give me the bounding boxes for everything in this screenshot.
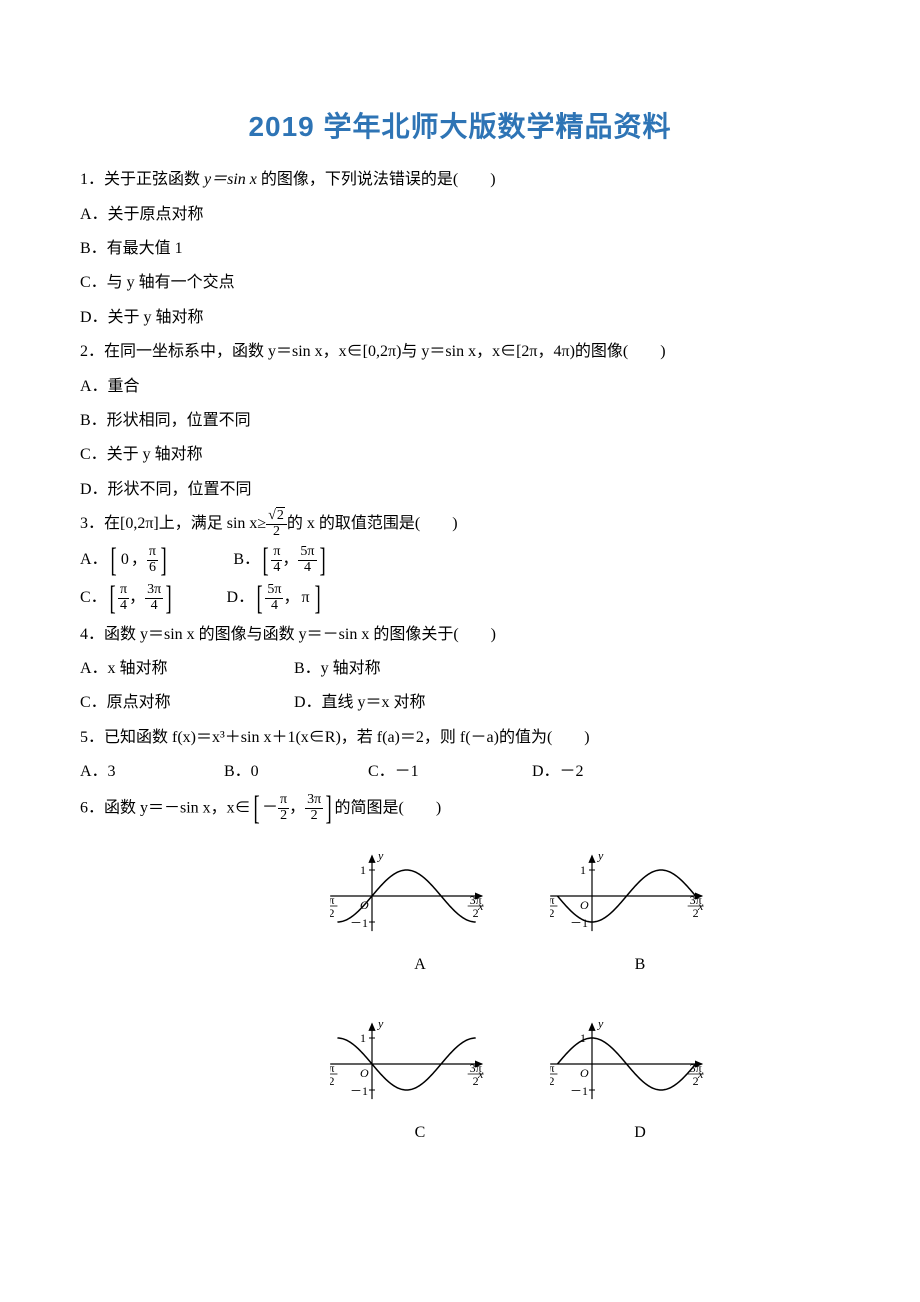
cap-C: C <box>320 1118 520 1148</box>
q3-post: 的 x 的取值范围是( ) <box>287 515 458 532</box>
svg-text:π: π <box>330 1061 334 1075</box>
q5-C: C．－1 <box>368 757 488 787</box>
q3-row2: C． [ π4 ， 3π4 ] D． [ 5π4 ， π ] <box>80 582 840 616</box>
q5-opts: A．3 B．0 C．－1 D．－2 <box>80 757 840 787</box>
q3-row1: A． [ 0 ， π6 ] B． [ π4 ， 5π4 ] <box>80 544 840 578</box>
svg-text:O: O <box>360 1066 369 1080</box>
q6-pre: 6．函数 y＝－sin x，x∈ <box>80 799 251 816</box>
cap-D: D <box>540 1118 740 1148</box>
q2-B: B．形状相同，位置不同 <box>80 406 840 436</box>
q5-B: B．0 <box>224 757 324 787</box>
svg-text:O: O <box>580 898 589 912</box>
svg-text:π: π <box>550 1061 554 1075</box>
q1-stem: 1．关于正弦函数 y＝sin x 的图像，下列说法错误的是( ) <box>80 165 840 195</box>
q3-A-lo: 0 <box>119 545 131 575</box>
cap-B: B <box>540 950 740 980</box>
svg-text:2: 2 <box>693 1074 699 1088</box>
cap-A: A <box>320 950 520 980</box>
svg-text:π: π <box>550 893 554 907</box>
svg-text:2: 2 <box>693 906 699 920</box>
svg-text:2: 2 <box>473 906 479 920</box>
svg-text:1: 1 <box>580 863 586 877</box>
q3-frac: √22 <box>266 509 287 539</box>
q1-A: A．关于原点对称 <box>80 200 840 230</box>
graph-C: yxO1－1－π23π2C <box>320 1004 520 1148</box>
q5-D: D．－2 <box>532 757 584 787</box>
q1-B: B．有最大值 1 <box>80 234 840 264</box>
q1-D: D．关于 y 轴对称 <box>80 303 840 333</box>
svg-text:3π: 3π <box>470 893 482 907</box>
q6-post: 的简图是( ) <box>335 799 442 816</box>
q4-B: B．y 轴对称 <box>294 654 381 684</box>
q6-graphs: yxO1－1－π23π2A yxO1－1－π23π2B yxO1－1－π23π2… <box>220 836 840 1149</box>
graph-A: yxO1－1－π23π2A <box>320 836 520 980</box>
page-title: 2019 学年北师大版数学精品资料 <box>80 100 840 153</box>
q4-row1: A．x 轴对称 B．y 轴对称 <box>80 654 840 684</box>
q3-D-label: D． <box>227 583 255 613</box>
graph-D: yxO1－1－π23π2D <box>540 1004 740 1148</box>
q1-pre: 1．关于正弦函数 <box>80 171 204 188</box>
q3-A-label: A． <box>80 545 108 575</box>
svg-text:y: y <box>597 848 604 862</box>
q5-stem: 5．已知函数 f(x)＝x³＋sin x＋1(x∈R)，若 f(a)＝2，则 f… <box>80 723 840 753</box>
page: 2019 学年北师大版数学精品资料 1．关于正弦函数 y＝sin x 的图像，下… <box>0 0 920 1302</box>
q5-A: A．3 <box>80 757 180 787</box>
q3-pre: 3．在[0,2π]上，满足 sin x≥ <box>80 515 266 532</box>
q1-fn: y＝sin x <box>204 171 257 188</box>
q2-A: A．重合 <box>80 372 840 402</box>
svg-text:O: O <box>360 898 369 912</box>
svg-text:2: 2 <box>330 906 334 920</box>
q2-D: D．形状不同，位置不同 <box>80 475 840 505</box>
svg-text:2: 2 <box>550 906 554 920</box>
svg-text:1: 1 <box>360 863 366 877</box>
svg-text:－1: －1 <box>350 916 368 930</box>
svg-text:－1: －1 <box>570 916 588 930</box>
svg-text:－1: －1 <box>350 1084 368 1098</box>
svg-text:O: O <box>580 1066 589 1080</box>
q4-stem: 4．函数 y＝sin x 的图像与函数 y＝－sin x 的图像关于( ) <box>80 620 840 650</box>
q4-C: C．原点对称 <box>80 688 250 718</box>
svg-text:y: y <box>597 1017 604 1031</box>
svg-text:3π: 3π <box>690 893 702 907</box>
q3-B-label: B． <box>233 545 260 575</box>
q4-A: A．x 轴对称 <box>80 654 250 684</box>
q2-C: C．关于 y 轴对称 <box>80 440 840 470</box>
q3-C-label: C． <box>80 583 107 613</box>
svg-text:－1: －1 <box>570 1084 588 1098</box>
q1-C: C．与 y 轴有一个交点 <box>80 268 840 298</box>
q3-stem: 3．在[0,2π]上，满足 sin x≥√22的 x 的取值范围是( ) <box>80 509 840 540</box>
svg-text:1: 1 <box>360 1031 366 1045</box>
q4-D: D．直线 y＝x 对称 <box>294 688 426 718</box>
graph-B: yxO1－1－π23π2B <box>540 836 740 980</box>
svg-text:2: 2 <box>330 1074 334 1088</box>
q2-stem: 2．在同一坐标系中，函数 y＝sin x，x∈[0,2π)与 y＝sin x，x… <box>80 337 840 367</box>
svg-text:y: y <box>377 1017 384 1031</box>
svg-text:3π: 3π <box>690 1061 702 1075</box>
svg-text:2: 2 <box>473 1074 479 1088</box>
svg-text:2: 2 <box>550 1074 554 1088</box>
svg-text:π: π <box>330 893 334 907</box>
svg-text:y: y <box>377 848 384 862</box>
q1-post: 的图像，下列说法错误的是( ) <box>257 171 496 188</box>
q6-stem: 6．函数 y＝－sin x，x∈ [ －π2 ， 3π2 ] 的简图是( ) <box>80 792 840 826</box>
q4-row2: C．原点对称 D．直线 y＝x 对称 <box>80 688 840 718</box>
svg-text:3π: 3π <box>470 1061 482 1075</box>
q3-D-hi: π <box>300 583 312 613</box>
svg-text:1: 1 <box>580 1031 586 1045</box>
